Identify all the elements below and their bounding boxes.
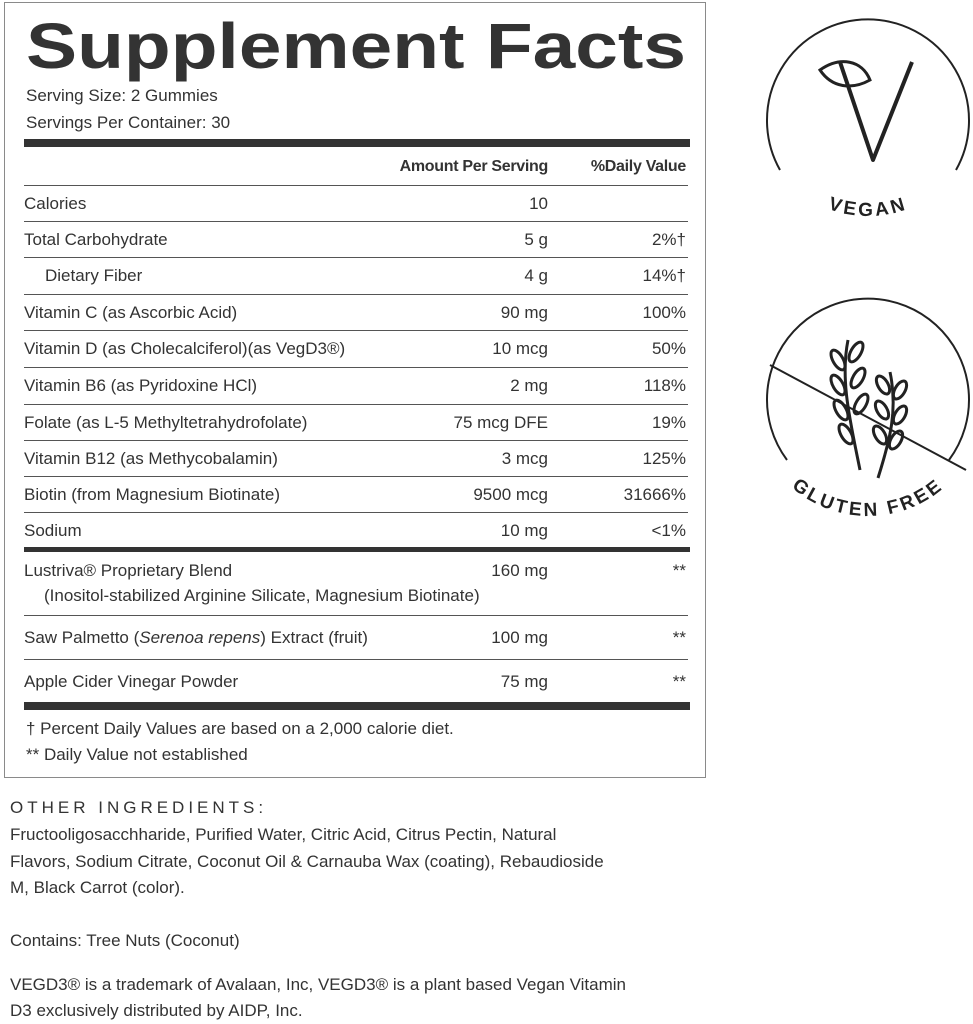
amount: 75 mcg DFE	[453, 413, 548, 432]
badge-ring	[766, 297, 970, 461]
nutrient-row: Vitamin B6 (as Pyridoxine HCl) 2 mg 118%	[24, 367, 688, 404]
badge-label: GLUTEN FREE	[788, 475, 948, 522]
wheat-stem	[843, 339, 862, 471]
blend-detail: (Inositol-stabilized Arginine Silicate, …	[44, 586, 480, 605]
daily-value: 125%	[642, 449, 686, 468]
ingredients-line: Flavors, Sodium Citrate, Coconut Oil & C…	[10, 852, 604, 871]
latin-name: Serenoa repens	[139, 628, 261, 647]
table-header: Amount Per Serving %Daily Value	[24, 149, 688, 185]
amount: 75 mg	[500, 672, 548, 691]
nutrient: Saw Palmetto (Serenoa repens) Extract (f…	[24, 628, 368, 647]
badge-label: VEGAN	[826, 194, 910, 221]
nutrient-row: Vitamin C (as Ascorbic Acid) 90 mg 100%	[24, 294, 688, 331]
amount: 10	[529, 194, 548, 213]
amount: 5 g	[524, 230, 548, 249]
nutrient: Total Carbohydrate	[24, 230, 168, 249]
title-svg: Supplement Facts	[26, 10, 686, 82]
panel-title: Supplement Facts	[26, 10, 686, 82]
nutrient-part: ) Extract (fruit)	[260, 628, 368, 647]
daily-value: **	[672, 628, 686, 647]
nutrient: Vitamin D (as Cholecalciferol)(as VegD3®…	[24, 339, 346, 358]
daily-value: 31666%	[623, 485, 686, 504]
v-mark	[838, 61, 914, 162]
badge-label-path: GLUTEN FREE	[788, 475, 945, 522]
footnote: ** Daily Value not established	[26, 745, 248, 764]
header-amount: Amount Per Serving	[399, 158, 549, 175]
amount: 10 mcg	[492, 339, 548, 358]
nutrient: Vitamin B6 (as Pyridoxine HCl)	[24, 376, 258, 395]
strike-line	[769, 364, 967, 471]
daily-value: <1%	[651, 521, 687, 540]
nutrient: Vitamin B12 (as Methycobalamin)	[24, 449, 278, 468]
ingredients-line: Fructooligosacchharide, Purified Water, …	[10, 825, 557, 844]
nutrient: Calories	[24, 194, 87, 213]
nutrient: Sodium	[24, 521, 82, 540]
trademark-line: VEGD3® is a trademark of Avalaan, Inc, V…	[10, 975, 626, 994]
wheat-grains	[829, 340, 909, 451]
supplement-panel	[4, 2, 706, 778]
gluten-free-badge	[766, 297, 970, 479]
amount: 2 mg	[510, 376, 548, 395]
thick-rule	[24, 702, 690, 710]
daily-value: 118%	[643, 376, 686, 395]
blend-row: Lustriva® Proprietary Blend 160 mg ** (I…	[24, 553, 688, 615]
nutrient: Dietary Fiber	[45, 266, 143, 285]
trademark-line: D3 exclusively distributed by AIDP, Inc.	[10, 1001, 303, 1020]
vegan-badge	[766, 18, 970, 171]
wheat-stem	[876, 371, 895, 479]
daily-value: 100%	[642, 303, 686, 322]
nutrient-row: Sodium 10 mg <1%	[24, 512, 688, 549]
servings-per-container: Servings Per Container: 30	[26, 113, 231, 132]
nutrient-row: Vitamin B12 (as Methycobalamin) 3 mcg 125%	[24, 440, 688, 477]
daily-value: 2%†	[651, 230, 686, 249]
daily-value: 50%	[651, 339, 686, 358]
amount: 160 mg	[491, 561, 548, 580]
ingredients-line: M, Black Carrot (color).	[10, 878, 185, 897]
amount: 4 g	[524, 266, 548, 285]
nutrient-row: Calories 10	[24, 185, 688, 222]
thick-rule	[24, 139, 690, 147]
amount: 90 mg	[500, 303, 548, 322]
blend-name: Lustriva® Proprietary Blend	[24, 561, 233, 580]
amount: 100 mg	[491, 628, 548, 647]
daily-value: **	[672, 672, 686, 691]
contains: Contains: Tree Nuts (Coconut)	[10, 931, 240, 950]
nutrient-row: Biotin (from Magnesium Biotinate) 9500 mc…	[24, 476, 688, 513]
badge-label-path: VEGAN	[826, 194, 907, 221]
nutrient-row: Folate (as L-5 Methyltetrahydrofolate) 75…	[24, 404, 688, 441]
amount: 10 mg	[500, 521, 548, 540]
badge-ring	[766, 18, 970, 171]
badges: VEGAN GLUTEN FREE	[766, 18, 970, 522]
nutrient-row: Apple Cider Vinegar Powder 75 mg **	[24, 659, 688, 704]
header-dv: %Daily Value	[590, 158, 686, 175]
daily-value: 14%†	[642, 266, 686, 285]
nutrient-row: Total Carbohydrate 5 g 2%†	[24, 221, 688, 258]
nutrient: Folate (as L-5 Methyltetrahydrofolate)	[24, 413, 308, 432]
medium-rule	[24, 547, 690, 552]
nutrient-row: Vitamin D (as Cholecalciferol)(as VegD3®…	[24, 330, 688, 367]
nutrient-row: Saw Palmetto (Serenoa repens) Extract (f…	[24, 615, 688, 660]
footnote: † Percent Daily Values are based on a 2,…	[26, 719, 454, 738]
leaf	[817, 60, 872, 88]
daily-value: **	[672, 561, 686, 580]
nutrient: Apple Cider Vinegar Powder	[24, 672, 239, 691]
nutrient-row: Dietary Fiber 4 g 14%†	[24, 257, 688, 294]
ingredients-heading: OTHER INGREDIENTS:	[10, 798, 268, 817]
nutrient-part: Saw Palmetto (	[24, 628, 140, 647]
nutrient: Biotin (from Magnesium Biotinate)	[24, 485, 281, 504]
nutrient: Vitamin C (as Ascorbic Acid)	[24, 303, 238, 322]
amount: 3 mcg	[501, 449, 548, 468]
daily-value: 19%	[651, 413, 686, 432]
amount: 9500 mcg	[473, 485, 548, 504]
serving-size: Serving Size: 2 Gummies	[26, 86, 218, 105]
